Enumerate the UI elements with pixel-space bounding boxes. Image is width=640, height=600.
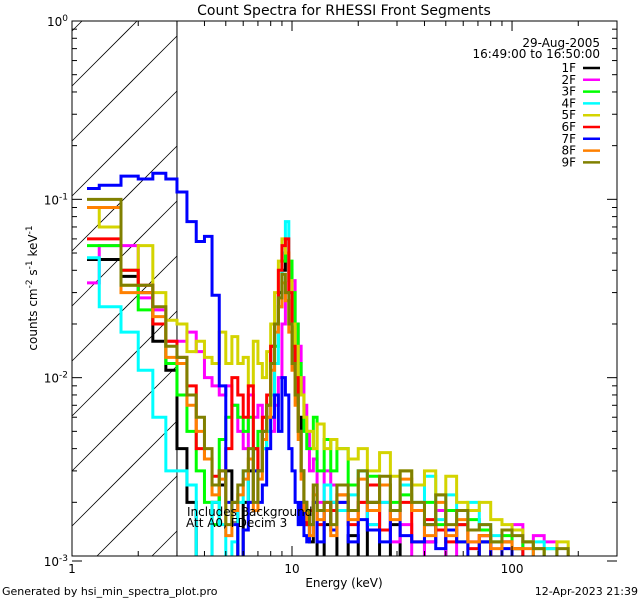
y-tick-label: 10-1 <box>44 192 68 207</box>
y-tick-label: 10-2 <box>44 371 68 386</box>
legend-label-3F: 3F <box>561 85 576 99</box>
series-line-9F <box>87 197 570 556</box>
legend-label-8F: 8F <box>561 144 576 158</box>
x-tick-label: 1 <box>68 562 76 576</box>
legend-label-4F: 4F <box>561 96 576 110</box>
series-line-7F <box>87 171 514 556</box>
y-tick-label: 100 <box>47 14 68 29</box>
hatch-line <box>96 475 178 557</box>
y-tick-label: 10-3 <box>44 554 68 569</box>
legend-label-5F: 5F <box>561 108 576 122</box>
series-group <box>87 171 570 556</box>
axes: 1 10 100 100 10-1 10-2 10-3 <box>44 14 618 576</box>
footer-generated-by: Generated by hsi_min_spectra_plot.pro <box>2 585 218 598</box>
hatch-line <box>71 200 178 307</box>
hatch-line <box>151 530 178 557</box>
hatch-line <box>71 310 178 417</box>
legend-date: 29-Aug-2005 <box>522 36 600 50</box>
legend-label-6F: 6F <box>561 120 576 134</box>
hatch-line <box>71 35 178 142</box>
x-tick-label: 10 <box>284 562 299 576</box>
annotation-attenuator: Att A0, FDecim 3 <box>186 516 287 530</box>
annotation-background: Includes Background <box>187 505 312 519</box>
hatch-line <box>71 420 178 527</box>
footer-timestamp: 12-Apr-2023 21:39 <box>535 585 638 598</box>
series-line-8F <box>87 205 535 556</box>
series-line-5F <box>87 205 570 556</box>
hatch-line <box>71 145 178 252</box>
hatched-region <box>71 20 178 557</box>
legend-label-2F: 2F <box>561 73 576 87</box>
hatch-line <box>71 255 178 362</box>
chart-title: Count Spectra for RHESSI Front Segments <box>197 3 491 19</box>
legend-label-7F: 7F <box>561 132 576 146</box>
hatch-line <box>71 20 138 87</box>
hatch-line <box>71 365 178 472</box>
x-tick-label: 100 <box>501 562 524 576</box>
x-axis-label: Energy (keV) <box>305 576 382 590</box>
y-axis-label: counts cm-2 s-1 keV-1 <box>25 225 40 350</box>
legend-time-range: 16:49:00 to 16:50:00 <box>473 47 600 61</box>
series-line-6F <box>87 237 525 556</box>
series-line-1F <box>87 251 493 556</box>
legend-label-9F: 9F <box>561 155 576 169</box>
legend-label-1F: 1F <box>561 61 576 75</box>
hatch-line <box>71 90 178 197</box>
plot-frame <box>71 20 618 557</box>
